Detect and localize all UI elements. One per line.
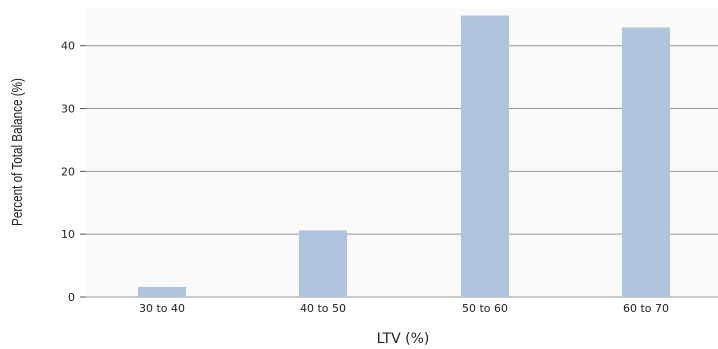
x-tick-label: 30 to 40 bbox=[139, 302, 185, 315]
y-tick-label: 10 bbox=[61, 228, 75, 241]
gridlines bbox=[86, 45, 718, 298]
y-tick-label: 30 bbox=[61, 103, 75, 116]
y-tick-label: 20 bbox=[61, 165, 75, 178]
bar bbox=[622, 27, 670, 298]
y-axis-ticks: 0 10 20 30 40 bbox=[61, 40, 86, 304]
bars bbox=[138, 15, 670, 298]
y-tick-label: 0 bbox=[68, 291, 75, 304]
y-tick-label: 40 bbox=[61, 40, 75, 53]
bar bbox=[299, 230, 347, 297]
x-tick-label: 60 to 70 bbox=[623, 302, 669, 315]
bar bbox=[138, 286, 186, 297]
bar bbox=[461, 15, 509, 298]
x-tick-label: 50 to 60 bbox=[462, 302, 508, 315]
x-axis-title: LTV (%) bbox=[377, 331, 430, 347]
x-axis-ticks: 30 to 40 40 to 50 50 to 60 60 to 70 bbox=[139, 302, 669, 315]
plot-background bbox=[86, 8, 718, 297]
y-axis-title: Percent of Total Balance (%) bbox=[9, 78, 26, 226]
x-tick-label: 40 to 50 bbox=[300, 302, 346, 315]
